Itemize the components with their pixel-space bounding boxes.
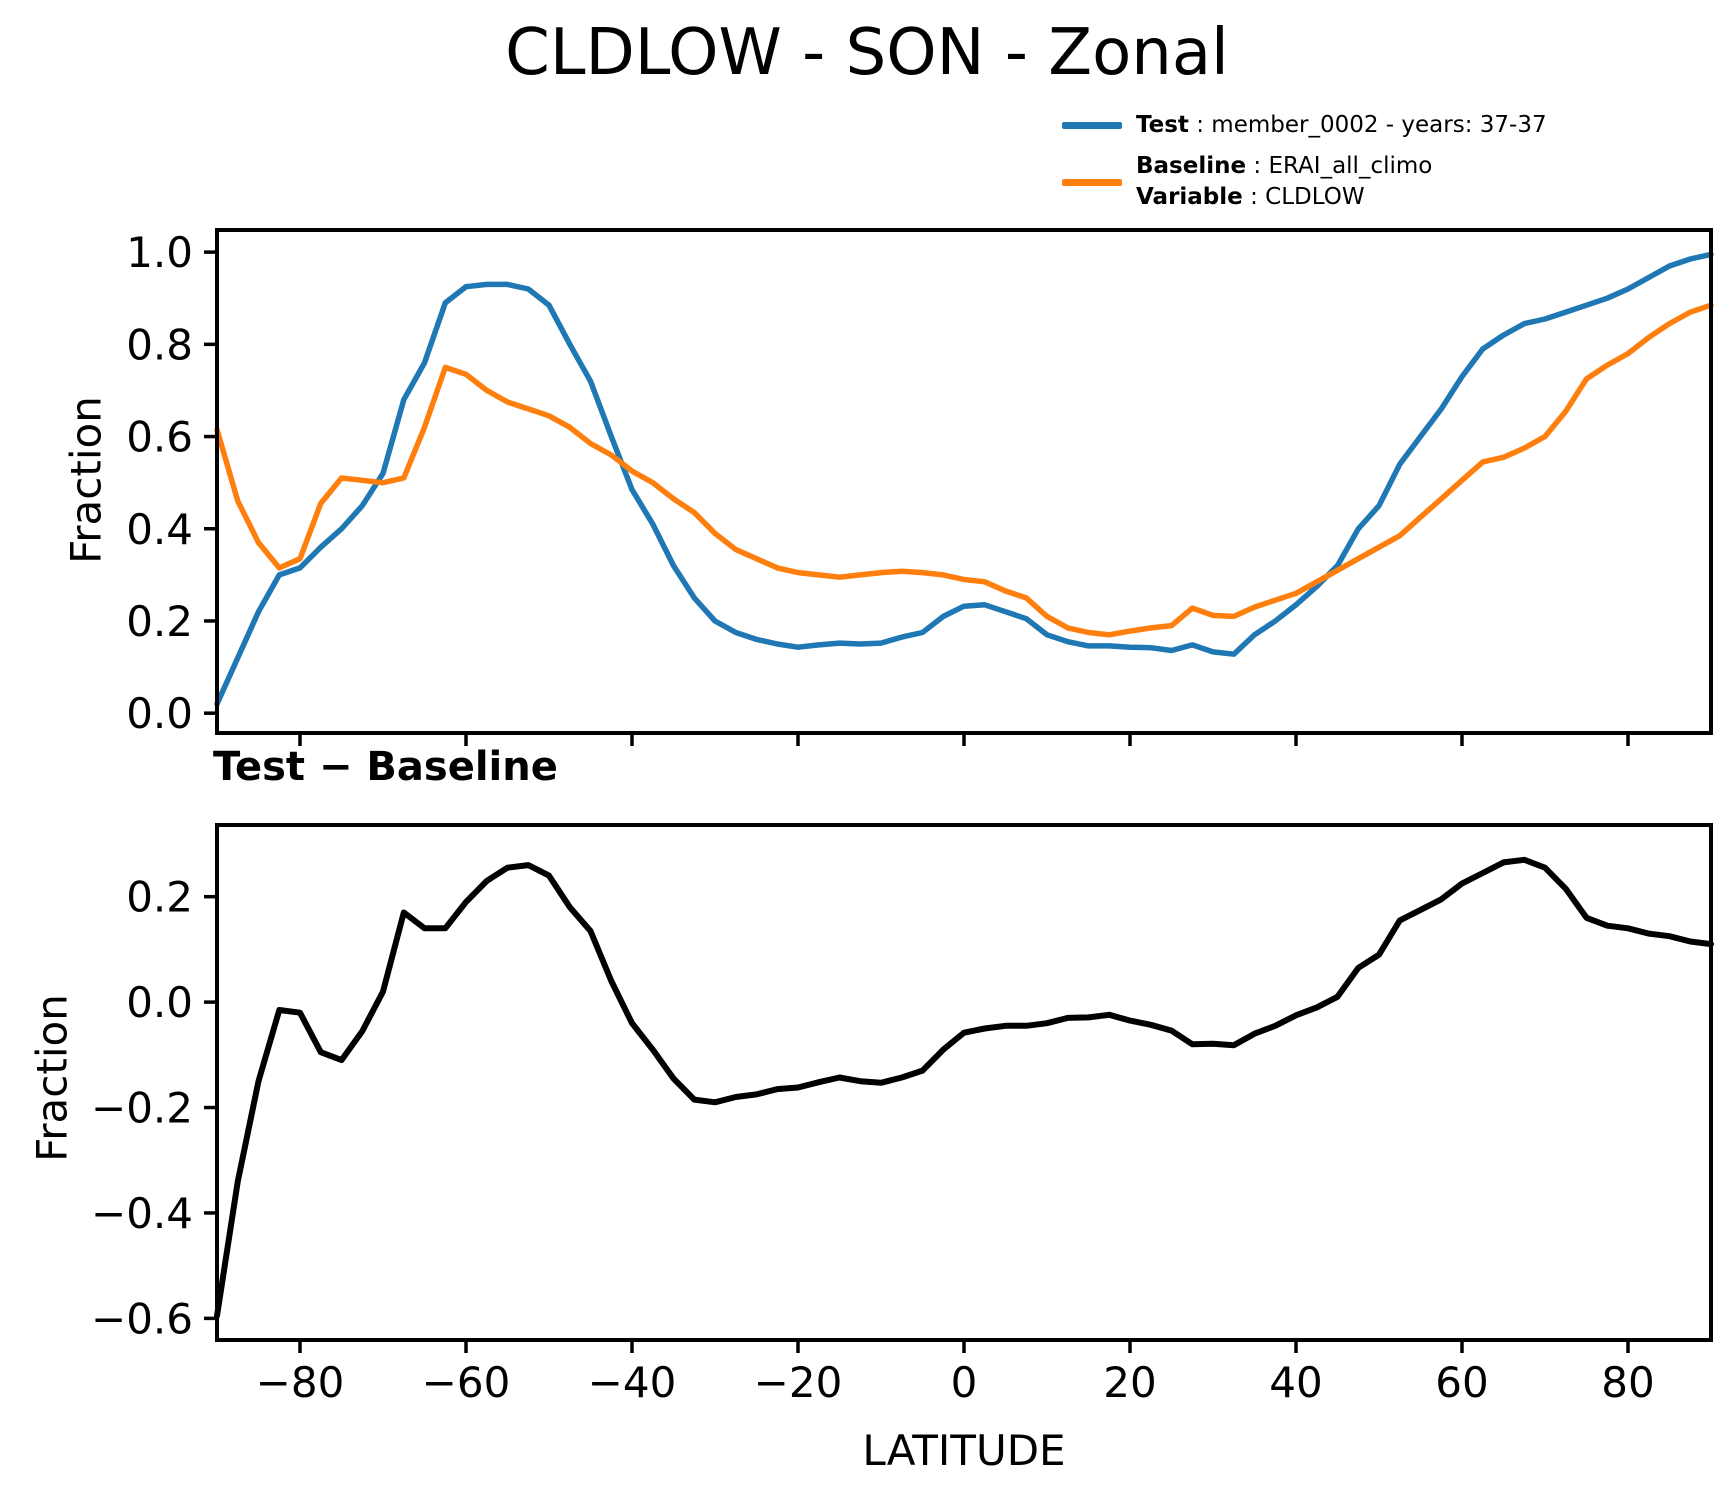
x-tick-label: 40 — [1269, 1358, 1322, 1407]
bottom-panel: −80 −60 −40 −20 0 20 40 60 80 0.2 0.0 −0.2 −0.4 −0.6 — [91, 823, 1714, 1407]
legend-variable-text: Variable : CLDLOW — [1136, 184, 1365, 210]
y-tick-label: 0.0 — [126, 978, 193, 1027]
y-axis-label-bottom: Fraction — [27, 994, 77, 1162]
x-tick-label: 60 — [1435, 1358, 1488, 1407]
y-tick-label: −0.4 — [91, 1189, 193, 1238]
y-axis-label-top: Fraction — [61, 396, 111, 564]
baseline-line — [214, 302, 1714, 638]
legend-test-text: Test : member_0002 - years: 37-37 — [1136, 112, 1547, 138]
chart-title: CLDLOW - SON - Zonal — [505, 16, 1229, 90]
y-tick-label: −0.6 — [91, 1294, 193, 1343]
test-line — [214, 251, 1714, 707]
legend-entry-test: Test : member_0002 - years: 37-37 — [1062, 110, 1547, 141]
x-axis-label: LATITUDE — [862, 1426, 1066, 1475]
baseline-line-swatch — [1062, 178, 1122, 186]
legend: Test : member_0002 - years: 37-37 Baseli… — [1062, 110, 1547, 223]
legend-entry-baseline: Baseline : ERAI_all_climo Variable : CLD… — [1062, 151, 1547, 213]
y-tick-label: 1.0 — [126, 228, 193, 277]
x-tick-label: −20 — [754, 1358, 843, 1407]
test-line-swatch — [1062, 122, 1122, 129]
y-tick-label: 0.8 — [126, 320, 193, 369]
x-tick-label: −40 — [588, 1358, 677, 1407]
difference-panel-title: Test − Baseline — [213, 744, 558, 790]
x-tick-label: −60 — [422, 1358, 511, 1407]
y-tick-label: 0.6 — [126, 413, 193, 462]
top-panel: 0.0 0.2 0.4 0.6 0.8 1.0 — [126, 228, 1714, 746]
y-tick-label: −0.2 — [91, 1084, 193, 1133]
plot-frame — [215, 228, 1713, 735]
x-tick-label: 20 — [1103, 1358, 1156, 1407]
y-tick-label: 0.2 — [126, 597, 193, 646]
y-tick-label: 0.4 — [126, 505, 193, 554]
x-tick-label: −80 — [256, 1358, 345, 1407]
y-tick-label: 0.0 — [126, 689, 193, 738]
difference-line — [214, 856, 1714, 1319]
y-tick-label: 0.2 — [126, 873, 193, 922]
x-tick-label: 80 — [1601, 1358, 1654, 1407]
plot-frame — [215, 823, 1713, 1342]
x-tick-label: 0 — [951, 1358, 978, 1407]
legend-baseline-text: Baseline : ERAI_all_climo — [1136, 153, 1433, 179]
